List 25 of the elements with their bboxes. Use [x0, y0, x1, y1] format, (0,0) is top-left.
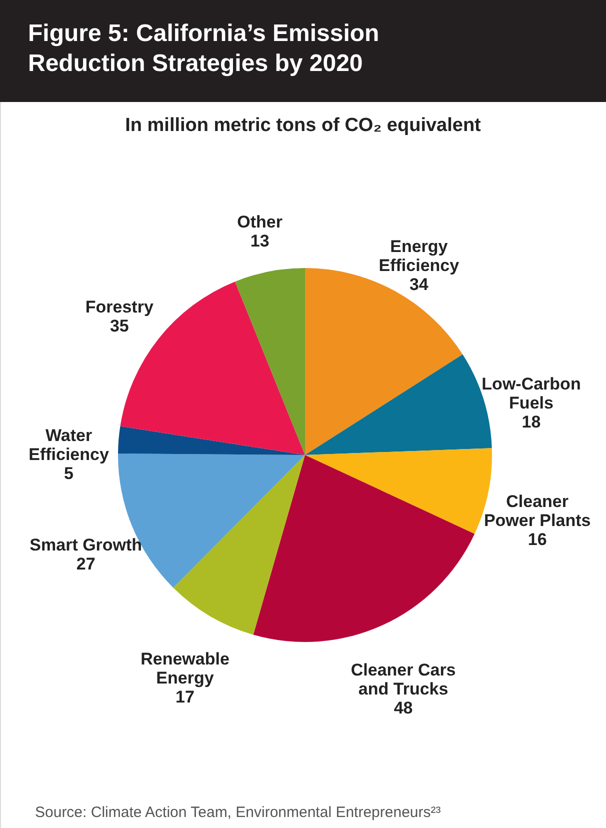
chart-title: Figure 5: California’s Emission Reduction Strategies by 2020	[28, 20, 380, 77]
slice-label: Water Efficiency	[28, 426, 110, 464]
data-label: 34	[409, 275, 429, 294]
data-label: 16	[528, 530, 547, 549]
slice-label: Cleaner Power Plants	[484, 492, 591, 530]
data-label: 35	[110, 316, 129, 336]
data-label: 5	[64, 464, 74, 483]
slice-label: Renewable Energy	[140, 649, 230, 688]
data-label: 17	[176, 687, 194, 706]
slice-label: Energy Efficiency	[378, 237, 460, 276]
pie-slice	[173, 455, 305, 635]
data-label: 18	[522, 412, 541, 432]
source-note: Source: Climate Action Team, Environmental Entrepreneurs²³	[35, 804, 441, 821]
pie-slice	[235, 268, 305, 455]
data-label: 48	[394, 698, 413, 718]
slice-label: Smart Growth	[30, 535, 142, 554]
slice-label: Forestry	[85, 298, 154, 317]
slice-label: Low-Carbon Fuels	[482, 374, 581, 412]
pie-slice	[253, 455, 475, 642]
chart-subtitle: In million metric tons of CO₂ equivalent	[125, 115, 482, 136]
slice-label: Cleaner Cars and Trucks	[350, 660, 456, 699]
slice-label: Other	[237, 212, 283, 232]
pie-slice	[118, 426, 305, 455]
data-label: 27	[76, 554, 96, 574]
data-label: 13	[250, 231, 270, 250]
